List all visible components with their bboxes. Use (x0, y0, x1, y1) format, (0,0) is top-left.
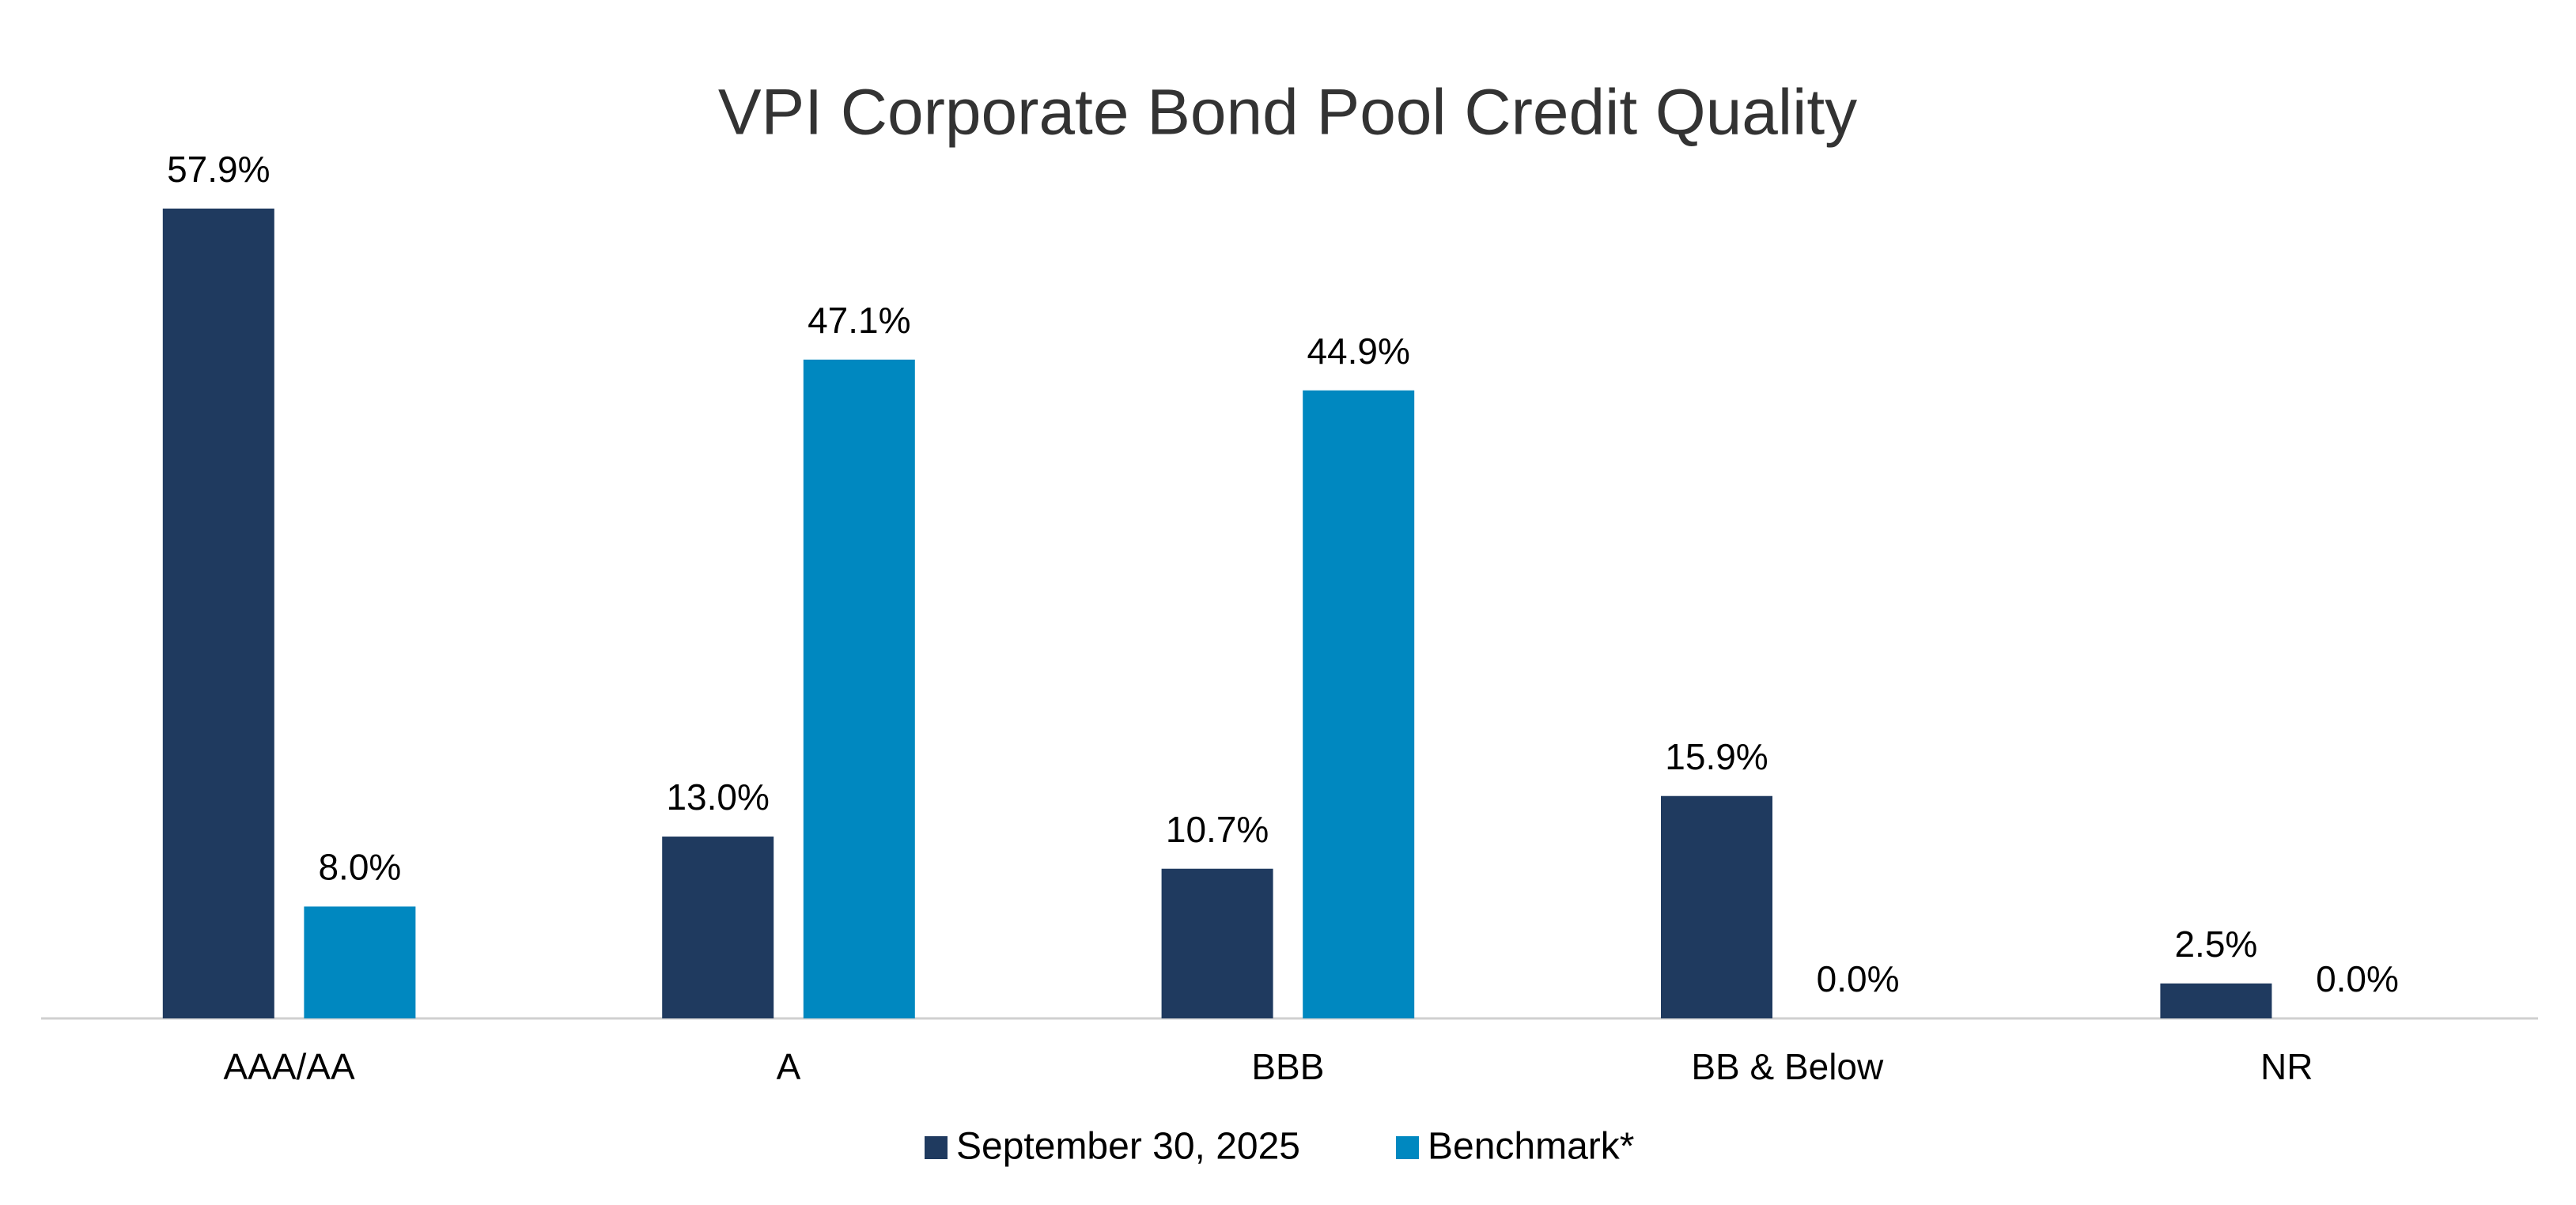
x-tick-label: BB & Below (1691, 1046, 1884, 1087)
value-label: 0.0% (2316, 958, 2399, 999)
x-tick-label: A (777, 1046, 801, 1087)
chart-title: VPI Corporate Bond Pool Credit Quality (718, 77, 1857, 149)
bar (2160, 983, 2272, 1018)
value-label: 0.0% (1817, 958, 1900, 999)
x-tick-label: NR (2260, 1046, 2313, 1087)
legend-label: September 30, 2025 (956, 1126, 1300, 1168)
bar (1161, 868, 1273, 1018)
value-label: 10.7% (1166, 809, 1269, 850)
value-label: 57.9% (167, 149, 270, 190)
legend-swatch (925, 1136, 948, 1159)
value-label: 2.5% (2174, 924, 2257, 965)
value-label: 8.0% (318, 847, 401, 888)
bar (1303, 390, 1415, 1018)
x-tick-label: BBB (1251, 1046, 1324, 1087)
bar (662, 837, 774, 1018)
value-label: 13.0% (666, 776, 769, 818)
value-label: 47.1% (808, 300, 910, 341)
bar (1661, 795, 1772, 1018)
value-label: 44.9% (1307, 331, 1409, 372)
value-label: 15.9% (1665, 736, 1768, 777)
bar (304, 906, 416, 1018)
legend-swatch (1396, 1136, 1419, 1159)
x-tick-label: AAA/AA (223, 1046, 355, 1087)
legend-label: Benchmark* (1428, 1126, 1634, 1168)
bar (162, 208, 274, 1018)
bar (803, 359, 915, 1018)
